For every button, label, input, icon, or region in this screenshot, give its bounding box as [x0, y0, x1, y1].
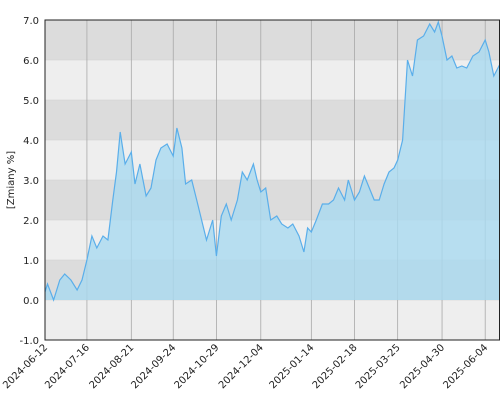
area — [45, 22, 500, 300]
y-tick-label: 7.0 — [23, 16, 39, 27]
y-tick-label: 1.0 — [23, 256, 39, 267]
line — [44, 20, 500, 302]
x-tick-label: 2025-03-25 — [354, 342, 403, 391]
y-tick-label: 6.0 — [23, 56, 39, 67]
x-tick-label: 2025-01-14 — [268, 342, 317, 391]
x-tick-label: 2024-10-29 — [173, 342, 222, 391]
y-tick-label: 5.0 — [23, 96, 39, 107]
grid-band — [45, 300, 500, 340]
x-tick-label: 2024-07-16 — [43, 342, 92, 391]
x-tick-label: 2024-09-24 — [129, 342, 178, 391]
x-tick-label: 2025-02-18 — [311, 342, 360, 391]
x-tick-label: 2024-12-04 — [217, 342, 266, 391]
y-tick-label: 2.0 — [23, 216, 39, 227]
y-tick-label: -1.0 — [19, 336, 39, 347]
x-tick-label: 2025-06-04 — [441, 342, 490, 391]
y-tick-label: 3.0 — [23, 176, 39, 187]
y-tick-label: 4.0 — [23, 136, 39, 147]
y-axis-label: [Zmiany %] — [6, 151, 17, 209]
x-tick-label: 2025-04-30 — [398, 342, 447, 391]
y-tick-label: 0.0 — [23, 296, 39, 307]
